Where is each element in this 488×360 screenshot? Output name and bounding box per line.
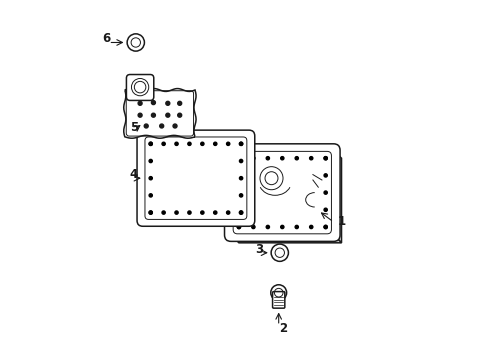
FancyBboxPatch shape: [126, 75, 153, 100]
Text: 6: 6: [102, 32, 110, 45]
Circle shape: [213, 142, 217, 145]
Circle shape: [177, 101, 182, 105]
Circle shape: [265, 225, 269, 229]
Circle shape: [165, 113, 169, 117]
Circle shape: [237, 225, 240, 229]
Circle shape: [324, 225, 326, 229]
Circle shape: [295, 157, 298, 160]
Circle shape: [237, 225, 240, 229]
Text: 2: 2: [278, 322, 286, 335]
Circle shape: [165, 101, 169, 105]
Circle shape: [149, 194, 152, 197]
Circle shape: [280, 157, 284, 160]
Circle shape: [187, 211, 191, 214]
Circle shape: [324, 174, 326, 177]
Circle shape: [138, 113, 142, 117]
Circle shape: [265, 157, 269, 160]
Circle shape: [162, 142, 165, 145]
Circle shape: [151, 100, 155, 105]
Circle shape: [213, 211, 217, 214]
Circle shape: [144, 124, 148, 128]
Circle shape: [295, 225, 298, 229]
Circle shape: [324, 191, 326, 194]
Circle shape: [251, 157, 254, 160]
Text: 1: 1: [337, 215, 345, 228]
FancyBboxPatch shape: [272, 292, 284, 308]
Circle shape: [239, 211, 242, 214]
Circle shape: [175, 142, 178, 145]
Circle shape: [149, 177, 152, 180]
Circle shape: [239, 211, 242, 214]
Circle shape: [237, 157, 240, 160]
Circle shape: [239, 194, 242, 197]
Circle shape: [149, 159, 152, 163]
Circle shape: [226, 142, 229, 145]
Polygon shape: [333, 150, 341, 243]
Circle shape: [175, 211, 178, 214]
Circle shape: [187, 142, 191, 145]
Circle shape: [149, 211, 152, 214]
Circle shape: [138, 101, 142, 105]
Circle shape: [324, 157, 326, 160]
Circle shape: [200, 142, 203, 145]
Circle shape: [270, 285, 286, 301]
Circle shape: [149, 142, 152, 145]
Text: 5: 5: [130, 121, 138, 134]
Circle shape: [239, 142, 242, 145]
Circle shape: [324, 208, 326, 211]
Circle shape: [237, 208, 240, 211]
Circle shape: [200, 211, 203, 214]
Polygon shape: [230, 235, 341, 243]
Circle shape: [239, 177, 242, 180]
Circle shape: [173, 124, 177, 128]
FancyBboxPatch shape: [224, 144, 339, 242]
Circle shape: [162, 211, 165, 214]
Circle shape: [309, 157, 312, 160]
Circle shape: [177, 113, 182, 117]
Text: 4: 4: [129, 168, 137, 181]
Circle shape: [237, 191, 240, 194]
Circle shape: [239, 159, 242, 163]
Circle shape: [251, 225, 254, 229]
Circle shape: [149, 211, 152, 214]
Circle shape: [324, 157, 326, 160]
Circle shape: [239, 142, 242, 145]
Circle shape: [309, 225, 312, 229]
Polygon shape: [123, 89, 196, 138]
Circle shape: [237, 174, 240, 177]
Circle shape: [280, 225, 284, 229]
Circle shape: [160, 124, 163, 128]
Circle shape: [226, 211, 229, 214]
Circle shape: [149, 142, 152, 145]
Text: 3: 3: [255, 243, 263, 256]
Circle shape: [324, 225, 326, 229]
Circle shape: [237, 157, 240, 160]
Circle shape: [151, 113, 155, 117]
FancyBboxPatch shape: [137, 130, 254, 226]
